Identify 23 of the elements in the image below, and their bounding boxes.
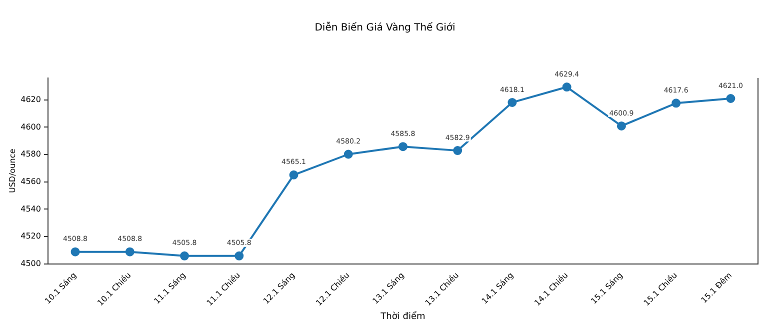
x-axis-title: Thời điểm — [380, 310, 426, 322]
point — [616, 121, 626, 130]
y-tick-label: 4600 — [20, 122, 41, 132]
y-tick-label: 4580 — [20, 150, 41, 159]
point — [180, 251, 190, 260]
point — [672, 98, 681, 108]
point — [289, 170, 298, 180]
y-tick-label: 4520 — [20, 232, 41, 241]
chart-title: Diễn Biến Giá Vàng Thế Giới — [314, 22, 456, 34]
point — [70, 247, 80, 256]
point — [508, 98, 517, 107]
point — [125, 247, 134, 256]
point — [726, 94, 736, 103]
y-tick-label: 4500 — [20, 258, 41, 268]
y-tick-label: 4560 — [20, 176, 41, 186]
point — [398, 142, 408, 152]
y-tick-label: 4540 — [20, 204, 41, 214]
point — [453, 146, 462, 156]
y-tick-label: 4620 — [20, 94, 41, 104]
point — [234, 251, 244, 260]
point — [344, 150, 353, 159]
point — [562, 82, 572, 92]
y-axis-title: USD/ounce — [8, 148, 17, 193]
